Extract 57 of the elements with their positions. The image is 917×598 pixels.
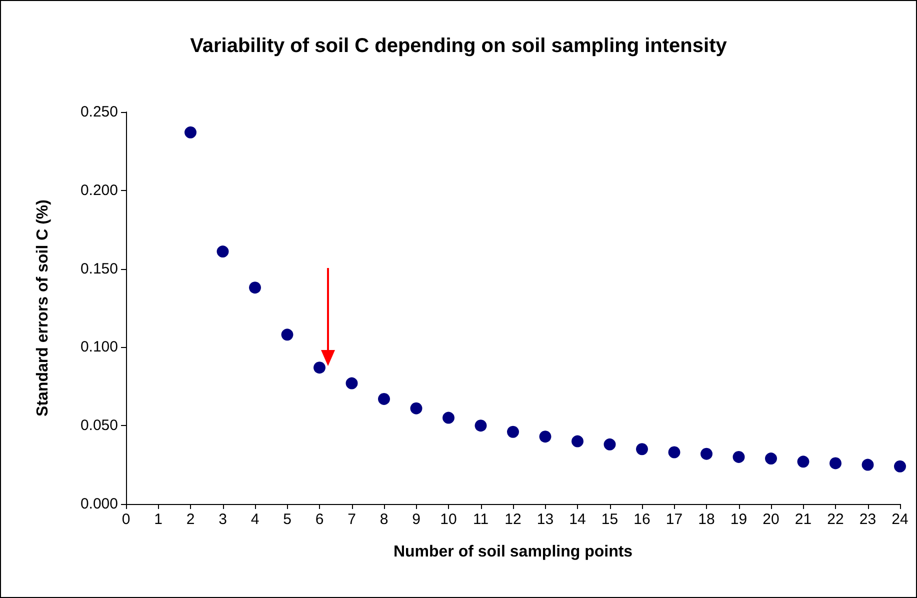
point [894, 460, 906, 472]
x-tick-label: 18 [698, 511, 715, 528]
chart-title: Variability of soil C depending on soil sampling intensity [190, 35, 728, 57]
x-tick-label: 8 [380, 511, 388, 528]
y-tick-label: 0.150 [80, 260, 118, 278]
point [765, 452, 777, 465]
x-tick-label: 23 [859, 511, 876, 528]
x-tick-label: 15 [601, 511, 618, 528]
x-tick-label: 16 [634, 511, 650, 528]
x-tick-label: 7 [348, 511, 356, 528]
y-tick-label: 0.100 [80, 338, 118, 356]
x-tick-label: 0 [122, 511, 130, 528]
point [442, 412, 454, 424]
point [700, 448, 712, 460]
y-tick-label: 0.000 [80, 496, 118, 512]
point [314, 362, 326, 374]
x-tick-label: 2 [186, 511, 195, 528]
x-tick-label: 13 [536, 511, 554, 528]
point [604, 438, 616, 450]
point [636, 443, 648, 456]
point [410, 402, 422, 414]
x-tick-label: 22 [827, 511, 844, 528]
point [378, 392, 390, 405]
x-tick-label: 24 [892, 511, 908, 528]
x-tick-label: 1 [154, 511, 162, 528]
point [572, 435, 584, 448]
point [862, 458, 874, 471]
x-tick-label: 9 [412, 511, 420, 528]
x-tick-label: 21 [794, 511, 812, 528]
x-tick-label: 10 [440, 511, 457, 528]
x-tick-label: 11 [472, 511, 489, 528]
point [249, 282, 261, 294]
point [507, 426, 519, 438]
y-tick-label: 0.250 [80, 104, 118, 120]
x-tick-label: 5 [283, 511, 292, 528]
y-tick-label: 0.200 [80, 182, 118, 199]
x-tick-label: 20 [762, 511, 780, 528]
point [830, 457, 842, 470]
point [216, 246, 229, 258]
point [539, 430, 552, 443]
point [281, 328, 294, 341]
y-axis-title: Standard errors of soil C (%) [34, 200, 52, 416]
x-axis-title: Number of soil sampling points [393, 544, 633, 560]
y-tick-label: 0.050 [80, 417, 118, 434]
x-tick-label: 6 [315, 511, 324, 528]
point [184, 126, 196, 138]
x-tick-label: 12 [504, 511, 522, 528]
x-tick-label: 14 [569, 511, 586, 528]
point [346, 377, 358, 390]
x-tick-label: 19 [730, 511, 748, 528]
point [668, 446, 680, 458]
point [732, 450, 745, 463]
x-tick-label: 17 [666, 511, 683, 528]
point [474, 420, 487, 432]
point [797, 456, 810, 468]
x-tick-label: 3 [218, 511, 227, 528]
x-tick-label: 4 [250, 511, 260, 528]
